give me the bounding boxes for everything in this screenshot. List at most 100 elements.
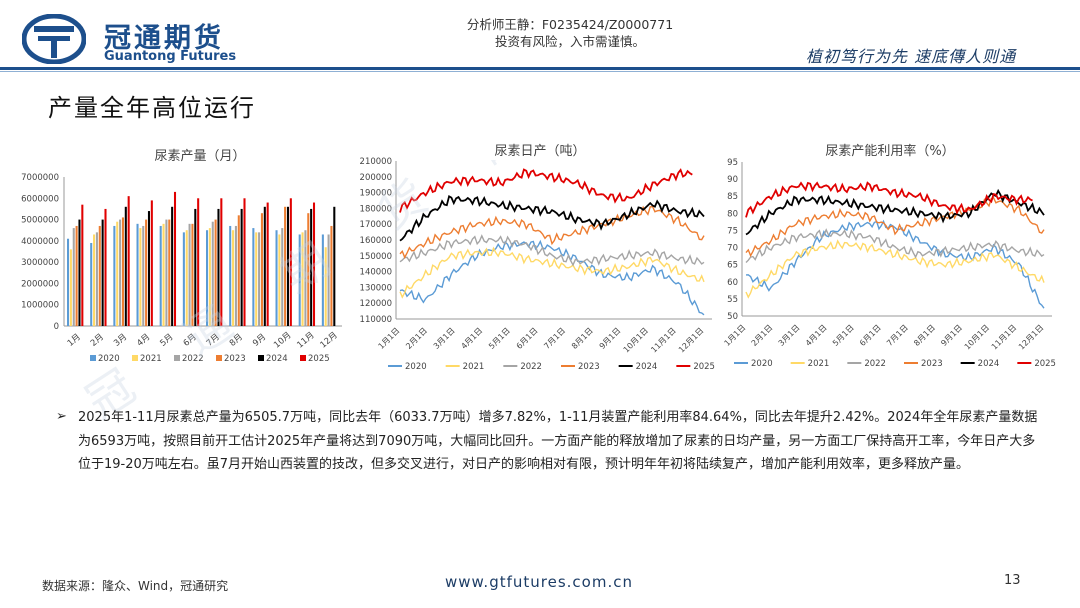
- y-tick-label: 190000: [360, 189, 392, 199]
- legend-label-2021: 2021: [463, 362, 485, 372]
- legend-label-2025: 2025: [308, 354, 330, 364]
- x-tick-label: 7月: [205, 332, 222, 349]
- x-tick-label: 10月1日: [963, 323, 991, 351]
- bar-2021: [162, 223, 165, 326]
- bar-2020: [252, 228, 255, 326]
- bar-2025: [289, 198, 292, 326]
- bar-2024: [124, 206, 127, 326]
- chart-title-daily-output: 尿素日产（吨）: [494, 144, 586, 159]
- x-tick-label: 4月1日: [804, 323, 829, 348]
- bar-2022: [142, 225, 145, 326]
- series-line-2024: [745, 188, 1045, 236]
- bullet-arrow-icon: ➢: [56, 409, 67, 424]
- legend-label-2024: 2024: [266, 354, 288, 364]
- series-line-2022: [399, 234, 705, 267]
- analyst-info: 分析师王静：F0235424/Z0000771 投资有风险，入市需谨慎。: [440, 16, 700, 50]
- series-line-2025: [399, 168, 693, 213]
- legend-label-2023: 2023: [224, 354, 246, 364]
- bar-2024: [310, 208, 313, 326]
- bar-2022: [95, 232, 98, 326]
- monthly-output-bar-chart: 0 1000000 2000000 3000000 4000000 5000000 6000…: [21, 173, 342, 364]
- y-tick-label: 130000: [360, 283, 392, 293]
- x-tick-label: 8月: [228, 332, 245, 349]
- x-tick-label: 4月1日: [459, 326, 484, 351]
- bar-2022: [281, 228, 284, 326]
- bar-2022: [165, 219, 168, 326]
- bar-2021: [185, 230, 188, 326]
- bar-2025: [220, 198, 223, 326]
- bar-2023: [75, 225, 78, 326]
- x-tick-label: 1月1日: [377, 326, 402, 351]
- bar-2024: [78, 219, 81, 326]
- x-tick-label: 10月1日: [622, 326, 650, 354]
- bar-2021: [278, 234, 281, 326]
- bar-2020: [67, 238, 70, 326]
- capacity-utilization-line-chart: 50 55 60 65 70 75 80 85 90 95 1月1日 2月1日 3月1日 4月1日 5月1日…: [723, 158, 1056, 369]
- x-tick-label: 8月1日: [912, 323, 937, 348]
- x-tick-label: 3月1日: [432, 326, 457, 351]
- y-tick-label: 210000: [360, 157, 392, 167]
- legend-label-2023: 2023: [921, 359, 943, 369]
- page-number: 13: [1004, 573, 1021, 588]
- legend-label-2025: 2025: [693, 362, 715, 372]
- bar-2020: [182, 232, 185, 326]
- bar-2020: [136, 223, 139, 326]
- bar-2021: [301, 232, 304, 326]
- legend-swatch-2021: [132, 355, 138, 361]
- x-tick-label: 7月1日: [542, 326, 567, 351]
- bar-2022: [327, 234, 330, 326]
- y-tick-label: 5000000: [21, 216, 59, 226]
- x-tick-label: 12月1日: [677, 326, 705, 354]
- y-tick-label: 180000: [360, 204, 392, 214]
- risk-warning: 投资有风险，入市需谨慎。: [494, 34, 645, 49]
- bar-2022: [188, 223, 191, 326]
- y-tick-label: 85: [727, 192, 738, 202]
- bar-2021: [69, 249, 72, 326]
- bar-2024: [101, 219, 104, 326]
- bar-2020: [321, 234, 324, 326]
- bar-2021: [208, 228, 211, 326]
- series-line-2025: [745, 181, 1033, 218]
- series-line-2021: [745, 239, 1045, 299]
- legend-label-2022: 2022: [182, 354, 204, 364]
- x-tick-label: 9月1日: [939, 323, 964, 348]
- bar-2020: [275, 230, 278, 326]
- legend-swatch-2022: [174, 355, 180, 361]
- bar-2025: [104, 208, 107, 326]
- x-tick-label: 5月1日: [487, 326, 512, 351]
- x-tick-label: 2月1日: [750, 323, 775, 348]
- x-tick-label: 2月: [89, 332, 106, 349]
- bar-2025: [150, 200, 153, 326]
- y-tick-label: 140000: [360, 268, 392, 278]
- series-line-2024: [399, 194, 705, 242]
- x-tick-label: 3月1日: [777, 323, 802, 348]
- x-tick-label: 8月1日: [570, 326, 595, 351]
- series-line-2022: [745, 228, 1045, 263]
- bar-2023: [237, 215, 240, 326]
- bar-2024: [286, 206, 290, 326]
- bar-2020: [90, 242, 93, 326]
- legend-label-2024: 2024: [978, 359, 1000, 369]
- y-tick-label: 110000: [360, 315, 392, 325]
- y-tick-label: 2000000: [21, 279, 59, 289]
- bar-2025: [243, 198, 246, 326]
- x-tick-label: 12月1日: [1017, 323, 1045, 351]
- y-tick-label: 160000: [360, 236, 392, 246]
- bar-2023: [145, 219, 148, 326]
- bar-2024: [240, 208, 243, 326]
- y-tick-label: 65: [727, 261, 738, 271]
- bar-2023: [191, 223, 194, 326]
- series-line-2023: [399, 205, 705, 259]
- y-tick-label: 6000000: [21, 194, 59, 204]
- y-tick-label: 70: [727, 244, 738, 254]
- legend-label-2024: 2024: [636, 362, 658, 372]
- y-tick-label: 1000000: [21, 301, 59, 311]
- website-link[interactable]: www.gtfutures.com.cn: [445, 573, 633, 591]
- bar-2022: [211, 221, 214, 326]
- header-divider: [0, 67, 1080, 70]
- x-tick-label: 12月: [319, 330, 340, 350]
- bar-2021: [324, 247, 327, 326]
- bar-2025: [81, 204, 84, 326]
- logo-mark-icon: [22, 14, 86, 64]
- x-tick-label: 1月1日: [723, 323, 748, 348]
